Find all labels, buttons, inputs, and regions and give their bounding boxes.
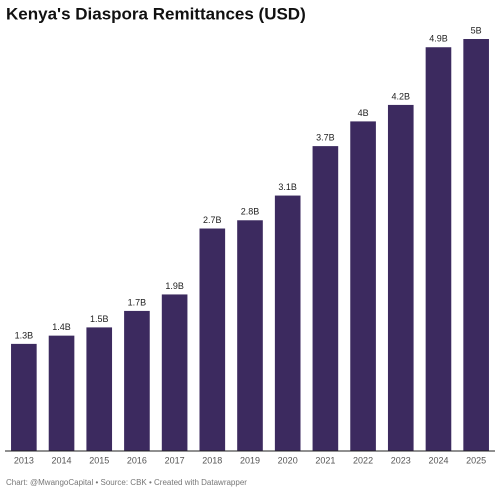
bar xyxy=(350,121,376,452)
x-tick-label: 2024 xyxy=(428,455,448,465)
value-label: 2.8B xyxy=(241,207,260,217)
value-label: 1.5B xyxy=(90,314,109,324)
value-label: 3.7B xyxy=(316,132,335,142)
bar xyxy=(11,343,37,451)
x-tick-label: 2019 xyxy=(240,455,260,465)
value-label: 1.4B xyxy=(52,322,71,332)
x-tick-label: 2013 xyxy=(14,455,34,465)
x-tick-label: 2014 xyxy=(52,455,72,465)
bar xyxy=(312,146,339,451)
value-label: 1.3B xyxy=(15,330,34,340)
value-label: 4.2B xyxy=(392,91,411,101)
value-label: 2.7B xyxy=(203,215,222,225)
bar xyxy=(124,310,150,451)
value-label: 1.7B xyxy=(128,297,147,307)
value-label: 5B xyxy=(471,25,482,35)
bar xyxy=(463,39,489,451)
bar xyxy=(48,335,75,451)
chart-title: Kenya's Diaspora Remittances (USD) xyxy=(6,4,306,23)
x-tick-label: 2022 xyxy=(353,455,373,465)
x-tick-label: 2016 xyxy=(127,455,147,465)
value-label: 3.1B xyxy=(278,182,297,192)
bar xyxy=(161,294,188,451)
bar xyxy=(86,327,113,451)
x-tick-label: 2020 xyxy=(278,455,298,465)
x-tick-label: 2017 xyxy=(165,455,185,465)
value-label: 4.9B xyxy=(429,34,448,44)
bar xyxy=(274,195,301,451)
bar xyxy=(387,104,414,452)
x-tick-label: 2023 xyxy=(391,455,411,465)
x-tick-label: 2018 xyxy=(202,455,222,465)
value-label: 4B xyxy=(358,108,369,118)
x-tick-label: 2015 xyxy=(89,455,109,465)
footer: Chart: @MwangoCapital • Source: CBK • Cr… xyxy=(6,478,247,487)
bar xyxy=(199,228,226,451)
bar xyxy=(425,47,452,452)
x-tick-label: 2021 xyxy=(315,455,335,465)
x-tick-label: 2025 xyxy=(466,455,486,465)
bar xyxy=(237,220,263,451)
value-label: 1.9B xyxy=(165,281,184,291)
